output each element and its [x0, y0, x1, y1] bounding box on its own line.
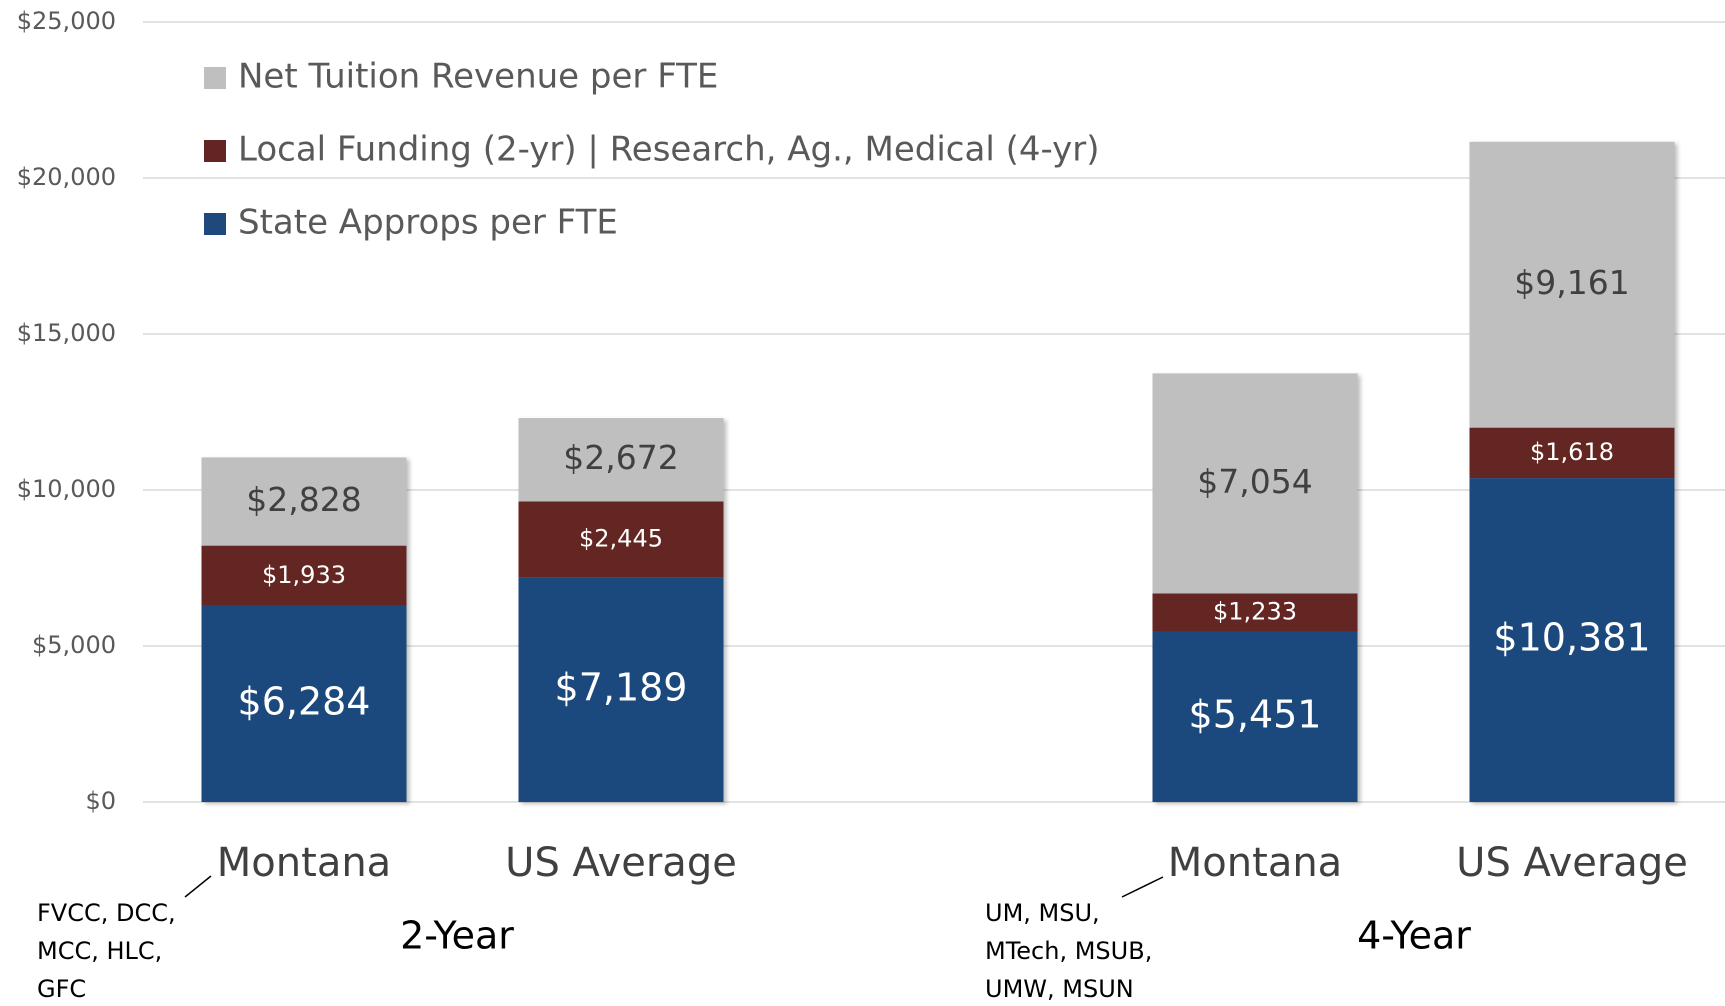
value-label: $1,233 [1213, 598, 1297, 626]
x-tick-label: US Average [1456, 840, 1688, 886]
bar-segment [1152, 373, 1358, 594]
bar-segment [518, 418, 724, 502]
legend-swatch [204, 140, 226, 162]
group-label: 2-Year [400, 914, 514, 958]
x-tick-label: Montana [1168, 840, 1342, 886]
value-label: $1,933 [262, 561, 346, 589]
annotation: UMW, MSUN [985, 975, 1134, 1003]
group-label: 4-Year [1357, 914, 1471, 958]
value-label: $2,828 [246, 480, 361, 519]
annotation: MTech, MSUB, [985, 937, 1152, 965]
bar-segment [518, 577, 724, 802]
legend-label: Local Funding (2-yr) | Research, Ag., Me… [238, 130, 1100, 170]
callout-line [1121, 876, 1164, 898]
y-tick-label: $10,000 [17, 475, 116, 503]
y-tick-label: $0 [85, 787, 116, 815]
value-label: $10,381 [1493, 616, 1650, 660]
y-tick-label: $20,000 [17, 163, 116, 191]
value-label: $7,189 [555, 665, 688, 709]
value-label: $7,054 [1197, 462, 1312, 501]
bar-segment [1152, 631, 1358, 802]
bar-segment [201, 545, 407, 606]
annotation: FVCC, DCC, [37, 899, 176, 927]
annotation: GFC [37, 975, 86, 1003]
value-label: $6,284 [238, 679, 371, 723]
bar-segment [201, 605, 407, 802]
value-label: $2,445 [579, 525, 663, 553]
bar-stack [518, 418, 724, 802]
y-tick-label: $15,000 [17, 319, 116, 347]
bar-segment [1469, 478, 1675, 802]
value-label: $5,451 [1189, 692, 1322, 736]
bar-segment [518, 501, 724, 578]
legend-swatch [204, 213, 226, 235]
value-label: $1,618 [1530, 438, 1614, 466]
y-tick-label: $5,000 [32, 631, 116, 659]
value-label: $2,672 [563, 438, 678, 477]
bar-segment [1152, 593, 1358, 632]
annotation: UM, MSU, [985, 899, 1100, 927]
bar-segment [201, 457, 407, 546]
legend-swatch [204, 67, 226, 89]
bar-stack [1469, 141, 1675, 802]
x-tick-label: US Average [505, 840, 737, 886]
callout-line [184, 875, 212, 898]
bar-stack [201, 457, 407, 802]
x-tick-label: Montana [217, 840, 391, 886]
value-label: $9,161 [1514, 263, 1629, 302]
legend-label: State Approps per FTE [238, 203, 618, 243]
annotation: MCC, HLC, [37, 937, 162, 965]
bar-stack [1152, 373, 1358, 802]
y-tick-label: $25,000 [17, 7, 116, 35]
legend-label: Net Tuition Revenue per FTE [238, 57, 718, 97]
bar-segment [1469, 427, 1675, 479]
bar-segment [1469, 141, 1675, 428]
